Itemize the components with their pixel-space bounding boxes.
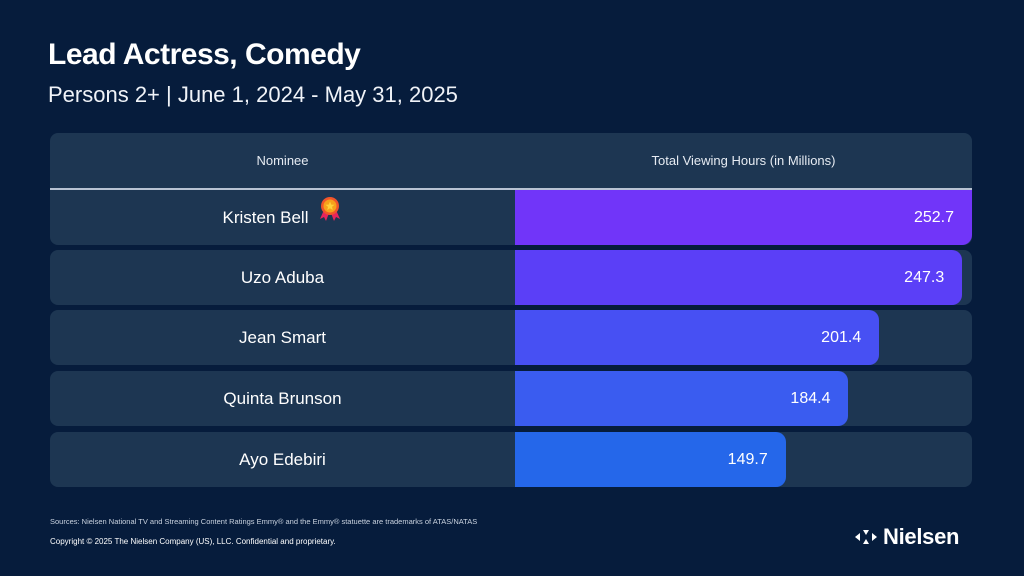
- table-row: Ayo Edebiri 149.7: [50, 432, 972, 487]
- data-label: 247.3: [904, 269, 945, 286]
- chart-subtitle: Persons 2+ | June 1, 2024 - May 31, 2025: [48, 82, 458, 107]
- data-label: 201.4: [821, 329, 862, 346]
- nielsen-logo: Nielsen: [855, 524, 959, 550]
- nominee-label: Quinta Brunson: [223, 389, 342, 408]
- viewing-hours-table: Nominee Total Viewing Hours (in Millions…: [50, 133, 972, 487]
- nielsen-logo-mark-icon: [855, 530, 877, 544]
- nominee-label: Jean Smart: [239, 328, 326, 347]
- bar: [515, 190, 972, 245]
- sources-note: Sources: Nielsen National TV and Streami…: [50, 517, 478, 526]
- nominee-name: Ayo Edebiri: [50, 432, 515, 487]
- nominee-name: Quinta Brunson: [50, 371, 515, 426]
- data-label: 252.7: [913, 209, 954, 226]
- data-label: 149.7: [727, 451, 768, 468]
- table-row: Kristen Bell 252.7: [50, 190, 972, 245]
- nominee-label: Ayo Edebiri: [239, 450, 326, 469]
- table-header: Nominee Total Viewing Hours (in Millions…: [50, 133, 972, 190]
- award-ribbon-icon: [318, 189, 342, 244]
- chart-title: Lead Actress, Comedy: [48, 38, 361, 71]
- copyright-note: Copyright © 2025 The Nielsen Company (US…: [50, 537, 336, 546]
- table-row: Jean Smart 201.4: [50, 310, 972, 365]
- nominee-name: Jean Smart: [50, 310, 515, 365]
- data-label: 184.4: [790, 390, 831, 407]
- nielsen-logo-text: Nielsen: [883, 524, 960, 549]
- nominee-name: Uzo Aduba: [50, 250, 515, 305]
- table-row: Uzo Aduba 247.3: [50, 250, 972, 305]
- bar: [515, 250, 963, 305]
- nominee-label: Uzo Aduba: [240, 268, 325, 287]
- bar: [515, 310, 880, 365]
- column-header-viewing-hours: Total Viewing Hours (in Millions): [651, 153, 836, 168]
- table-row: Quinta Brunson 184.4: [50, 371, 972, 426]
- nominee-label: Kristen Bell: [222, 208, 309, 227]
- nominee-name: Kristen Bell: [50, 190, 515, 245]
- column-header-nominee: Nominee: [256, 153, 309, 168]
- bar: [515, 432, 786, 487]
- bar: [515, 371, 849, 426]
